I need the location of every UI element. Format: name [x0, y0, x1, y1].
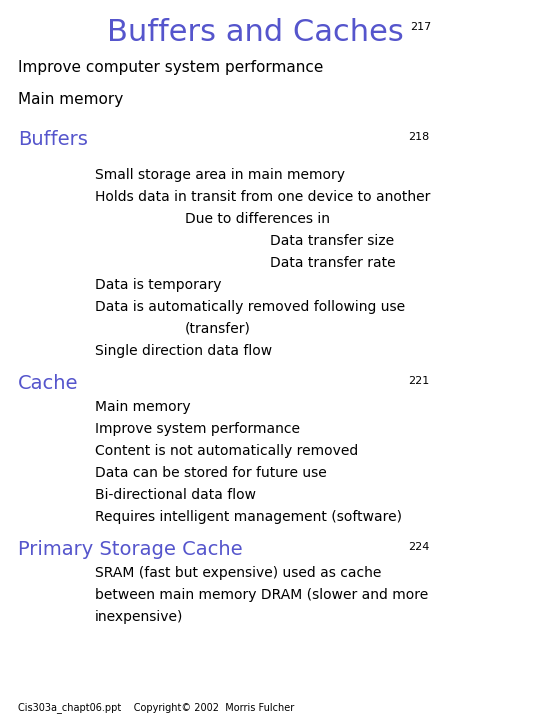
Text: Holds data in transit from one device to another: Holds data in transit from one device to… — [95, 190, 430, 204]
Text: Single direction data flow: Single direction data flow — [95, 344, 272, 358]
Text: inexpensive): inexpensive) — [95, 610, 184, 624]
Text: (transfer): (transfer) — [185, 322, 251, 336]
Text: Data can be stored for future use: Data can be stored for future use — [95, 466, 327, 480]
Text: 217: 217 — [410, 22, 431, 32]
Text: Buffers: Buffers — [18, 130, 88, 149]
Text: Improve system performance: Improve system performance — [95, 422, 300, 436]
Text: SRAM (fast but expensive) used as cache: SRAM (fast but expensive) used as cache — [95, 566, 381, 580]
Text: Data is automatically removed following use: Data is automatically removed following … — [95, 300, 405, 314]
Text: between main memory DRAM (slower and more: between main memory DRAM (slower and mor… — [95, 588, 428, 602]
Text: Content is not automatically removed: Content is not automatically removed — [95, 444, 358, 458]
Text: Data is temporary: Data is temporary — [95, 278, 221, 292]
Text: Bi-directional data flow: Bi-directional data flow — [95, 488, 256, 502]
Text: Data transfer size: Data transfer size — [270, 234, 394, 248]
Text: Small storage area in main memory: Small storage area in main memory — [95, 168, 345, 182]
Text: Improve computer system performance: Improve computer system performance — [18, 60, 323, 75]
Text: Main memory: Main memory — [18, 92, 123, 107]
Text: Primary Storage Cache: Primary Storage Cache — [18, 540, 242, 559]
Text: 224: 224 — [408, 542, 429, 552]
Text: 218: 218 — [408, 132, 429, 142]
Text: Due to differences in: Due to differences in — [185, 212, 330, 226]
Text: Main memory: Main memory — [95, 400, 191, 414]
Text: Cis303a_chapt06.ppt    Copyright© 2002  Morris Fulcher: Cis303a_chapt06.ppt Copyright© 2002 Morr… — [18, 702, 294, 713]
Text: Buffers and Caches: Buffers and Caches — [106, 18, 403, 47]
Text: Requires intelligent management (software): Requires intelligent management (softwar… — [95, 510, 402, 524]
Text: 221: 221 — [408, 376, 429, 386]
Text: Data transfer rate: Data transfer rate — [270, 256, 396, 270]
Text: Cache: Cache — [18, 374, 78, 393]
